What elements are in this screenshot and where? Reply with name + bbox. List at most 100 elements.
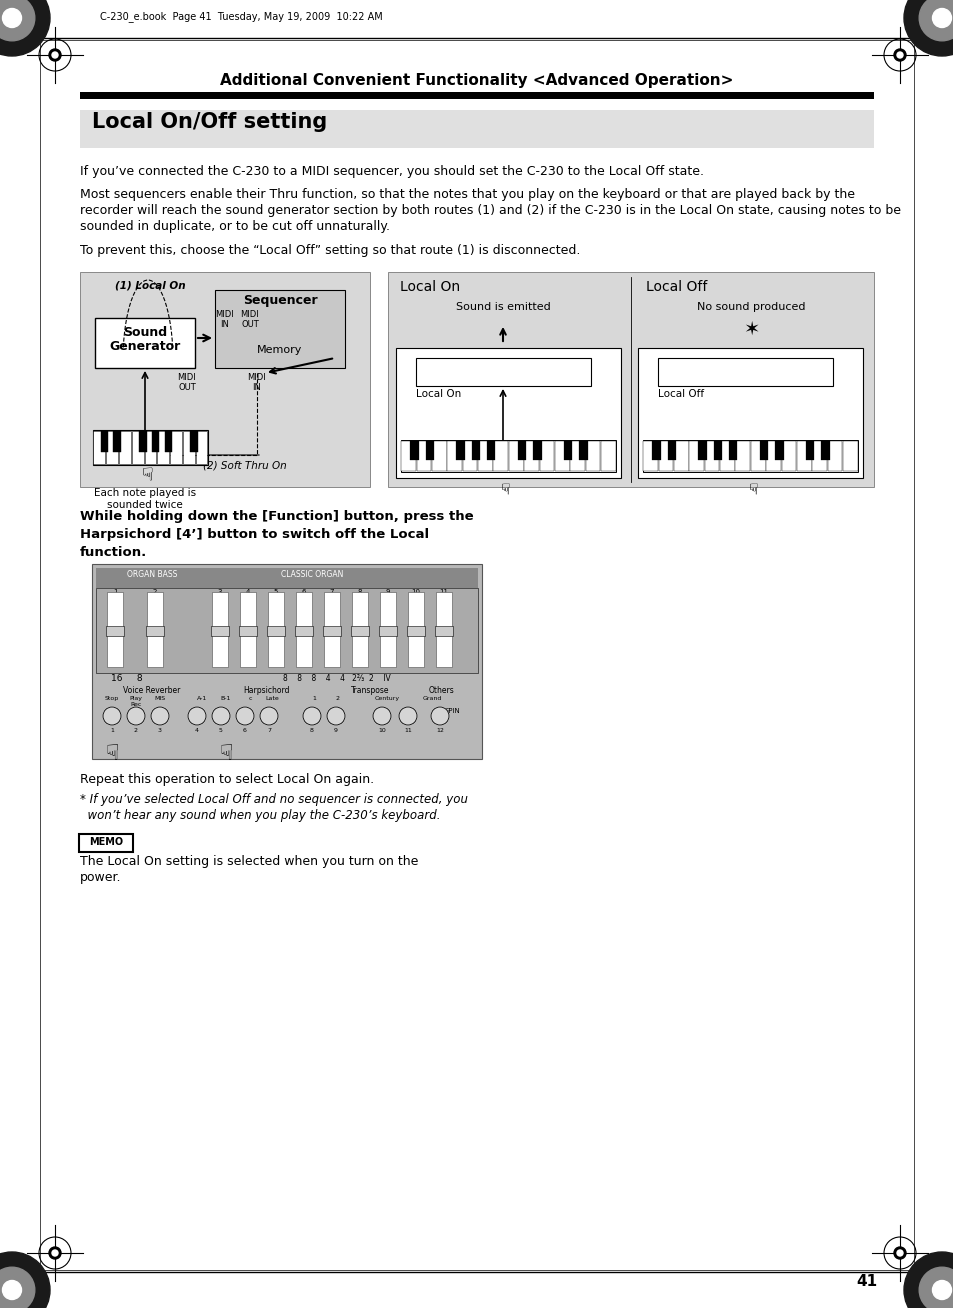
Text: Repeat this operation to select Local On again.: Repeat this operation to select Local On…	[80, 773, 374, 786]
Circle shape	[893, 48, 905, 61]
Text: 12: 12	[436, 729, 443, 732]
Bar	[107, 593, 123, 667]
Bar	[600, 441, 615, 471]
Text: Sound is emitted: Sound is emitted	[456, 302, 550, 313]
Bar	[92, 430, 208, 466]
Bar	[735, 441, 749, 471]
Bar	[570, 441, 584, 471]
Circle shape	[327, 708, 345, 725]
Text: CLASSIC ORGAN: CLASSIC ORGAN	[280, 570, 343, 579]
Bar	[523, 441, 538, 471]
Bar	[477, 441, 493, 471]
Text: Local On/Off setting: Local On/Off setting	[91, 112, 327, 132]
Circle shape	[49, 48, 61, 61]
Bar	[379, 593, 395, 667]
Circle shape	[931, 8, 950, 27]
Circle shape	[52, 1250, 58, 1256]
Bar	[826, 441, 841, 471]
Bar	[80, 272, 370, 487]
Bar	[145, 432, 156, 464]
Text: (2) Soft Thru On: (2) Soft Thru On	[203, 460, 287, 470]
Text: 7: 7	[330, 589, 334, 595]
Bar	[774, 441, 782, 460]
Text: 2: 2	[152, 589, 157, 595]
Bar	[239, 627, 256, 636]
Circle shape	[893, 1247, 905, 1260]
Text: MIDI
OUT: MIDI OUT	[240, 310, 259, 330]
Bar	[750, 441, 764, 471]
Bar	[432, 441, 446, 471]
Text: ☟: ☟	[105, 744, 118, 764]
Bar	[508, 441, 523, 471]
Bar	[113, 432, 121, 453]
Text: Generator: Generator	[110, 340, 180, 353]
Text: Transpose: Transpose	[351, 685, 389, 695]
Text: 8: 8	[310, 729, 314, 732]
Bar	[96, 568, 477, 589]
Text: function.: function.	[80, 545, 147, 559]
Bar	[563, 441, 572, 460]
Bar	[96, 589, 477, 674]
Circle shape	[212, 708, 230, 725]
Bar	[425, 441, 434, 460]
Text: (1) Local On: (1) Local On	[115, 280, 186, 290]
Text: Local Off: Local Off	[645, 280, 706, 294]
Bar	[704, 441, 719, 471]
Bar	[416, 441, 431, 471]
Text: If you’ve connected the C-230 to a MIDI sequencer, you should set the C-230 to t: If you’ve connected the C-230 to a MIDI …	[80, 165, 703, 178]
Bar	[351, 627, 369, 636]
Text: recorder will reach the sound generator section by both routes (1) and (2) if th: recorder will reach the sound generator …	[80, 204, 900, 217]
Circle shape	[303, 708, 320, 725]
Bar	[195, 432, 208, 464]
Bar	[652, 441, 660, 460]
Bar	[267, 627, 285, 636]
Circle shape	[260, 708, 277, 725]
Text: 8: 8	[357, 589, 362, 595]
Text: 2: 2	[335, 696, 339, 701]
Text: To prevent this, choose the “Local Off” setting so that route (1) is disconnecte: To prevent this, choose the “Local Off” …	[80, 245, 579, 256]
Circle shape	[235, 708, 253, 725]
Circle shape	[3, 8, 22, 27]
Bar	[401, 441, 416, 471]
Bar	[435, 627, 453, 636]
Text: 10: 10	[377, 729, 385, 732]
Text: Century: Century	[374, 696, 399, 701]
Bar	[147, 593, 163, 667]
Bar	[667, 441, 676, 460]
Text: 5: 5	[219, 729, 223, 732]
Bar	[842, 441, 857, 471]
Bar	[164, 432, 172, 453]
Text: B-1: B-1	[220, 696, 231, 701]
Bar	[400, 439, 616, 472]
Bar	[378, 627, 396, 636]
Bar	[486, 441, 495, 460]
Circle shape	[0, 1252, 50, 1308]
Bar	[324, 593, 339, 667]
Bar	[765, 441, 781, 471]
Text: 9: 9	[334, 729, 337, 732]
Bar	[456, 441, 464, 460]
Text: A-1: A-1	[196, 696, 207, 701]
Circle shape	[49, 1247, 61, 1260]
Text: 1: 1	[110, 729, 113, 732]
Text: Sound Generator: Sound Generator	[456, 362, 551, 371]
Circle shape	[52, 52, 58, 58]
Bar	[352, 593, 368, 667]
Bar	[713, 441, 721, 460]
Bar	[642, 439, 857, 472]
Circle shape	[103, 708, 121, 725]
Bar	[101, 432, 109, 453]
Bar	[388, 272, 873, 487]
Text: Memory: Memory	[257, 345, 302, 354]
Bar	[811, 441, 826, 471]
Text: 3: 3	[217, 589, 222, 595]
Text: No sound produced: No sound produced	[696, 302, 804, 313]
Text: 6: 6	[243, 729, 247, 732]
Bar	[555, 441, 569, 471]
Circle shape	[188, 708, 206, 725]
Text: Each note played is: Each note played is	[93, 488, 196, 498]
Bar	[720, 441, 734, 471]
Bar	[533, 441, 541, 460]
Text: SPIN: SPIN	[444, 708, 459, 714]
Bar	[642, 441, 658, 471]
